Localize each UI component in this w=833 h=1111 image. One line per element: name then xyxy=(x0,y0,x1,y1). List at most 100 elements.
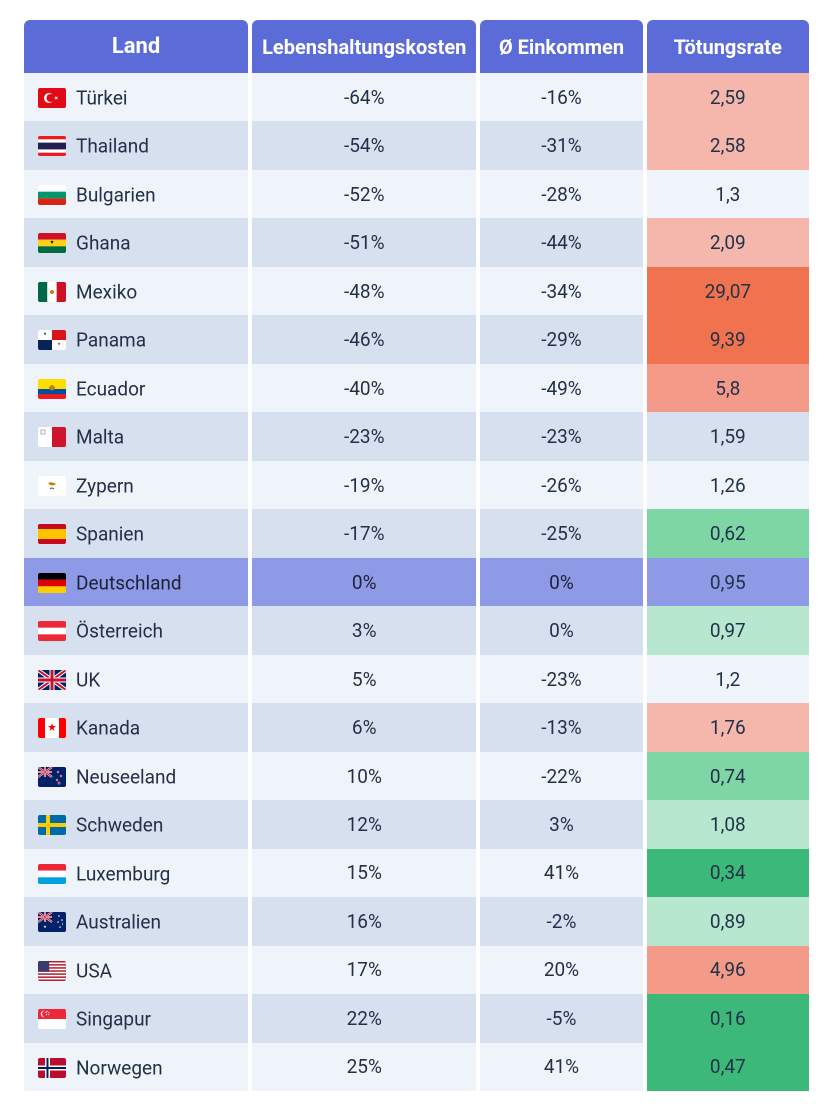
col-header-rate: Tötungsrate xyxy=(647,20,809,73)
cell-income: -16% xyxy=(480,73,642,121)
cell-cost: -64% xyxy=(252,73,476,121)
cell-cost: 25% xyxy=(252,1043,476,1091)
table-row: Luxemburg15%41%0,34 xyxy=(24,849,809,897)
cell-cost: -46% xyxy=(252,315,476,363)
cell-rate: 5,8 xyxy=(647,364,809,412)
cell-income: -13% xyxy=(480,703,642,751)
cell-rate: 4,96 xyxy=(647,946,809,994)
cell-country: Ghana xyxy=(24,218,248,266)
cell-income: -44% xyxy=(480,218,642,266)
cell-cost: 16% xyxy=(252,897,476,945)
cell-country: Bulgarien xyxy=(24,170,248,218)
cell-income: 0% xyxy=(480,558,642,606)
cell-income: -31% xyxy=(480,121,642,169)
cell-cost: 5% xyxy=(252,655,476,703)
cell-cost: 6% xyxy=(252,703,476,751)
cell-country: Luxemburg xyxy=(24,849,248,897)
country-label: Schweden xyxy=(76,814,163,837)
flag-icon xyxy=(38,476,66,496)
cell-country: Schweden xyxy=(24,800,248,848)
cell-rate: 0,34 xyxy=(647,849,809,897)
flag-icon xyxy=(38,961,66,981)
table-row: Panama-46%-29%9,39 xyxy=(24,315,809,363)
flag-icon xyxy=(38,427,66,447)
table-row: Australien16%-2%0,89 xyxy=(24,897,809,945)
cell-cost: 12% xyxy=(252,800,476,848)
country-label: Thailand xyxy=(76,135,149,158)
cell-income: 20% xyxy=(480,946,642,994)
cell-income: -5% xyxy=(480,994,642,1042)
country-label: Australien xyxy=(76,911,161,934)
table-row: Ecuador-40%-49%5,8 xyxy=(24,364,809,412)
cell-country: Deutschland xyxy=(24,558,248,606)
cell-country: Malta xyxy=(24,412,248,460)
table-row: Mexiko-48%-34%29,07 xyxy=(24,267,809,315)
cell-income: -2% xyxy=(480,897,642,945)
cell-country: Thailand xyxy=(24,121,248,169)
flag-icon xyxy=(38,912,66,932)
flag-icon xyxy=(38,1058,66,1078)
table-row: Österreich3%0%0,97 xyxy=(24,606,809,654)
cell-rate: 2,59 xyxy=(647,73,809,121)
cell-cost: -54% xyxy=(252,121,476,169)
table-row: UK5%-23%1,2 xyxy=(24,655,809,703)
cell-rate: 0,16 xyxy=(647,994,809,1042)
table-row: Zypern-19%-26%1,26 xyxy=(24,461,809,509)
flag-icon xyxy=(38,282,66,302)
cell-income: 41% xyxy=(480,1043,642,1091)
cell-rate: 9,39 xyxy=(647,315,809,363)
cell-income: -23% xyxy=(480,412,642,460)
cell-rate: 0,97 xyxy=(647,606,809,654)
cell-country: Türkei xyxy=(24,73,248,121)
country-label: USA xyxy=(76,959,112,982)
cell-cost: 3% xyxy=(252,606,476,654)
cell-income: -26% xyxy=(480,461,642,509)
cell-income: 3% xyxy=(480,800,642,848)
table-row: Ghana-51%-44%2,09 xyxy=(24,218,809,266)
cell-cost: -19% xyxy=(252,461,476,509)
cell-country: Österreich xyxy=(24,606,248,654)
cell-rate: 1,3 xyxy=(647,170,809,218)
cell-country: Ecuador xyxy=(24,364,248,412)
cell-income: 41% xyxy=(480,849,642,897)
cell-country: Norwegen xyxy=(24,1043,248,1091)
flag-icon xyxy=(38,136,66,156)
country-label: Luxemburg xyxy=(76,862,170,885)
country-label: Neuseeland xyxy=(76,765,176,788)
cell-cost: -52% xyxy=(252,170,476,218)
country-label: Kanada xyxy=(76,717,140,740)
flag-icon xyxy=(38,621,66,641)
country-label: Zypern xyxy=(76,474,134,497)
table-row: Schweden12%3%1,08 xyxy=(24,800,809,848)
flag-icon xyxy=(38,573,66,593)
cell-rate: 1,59 xyxy=(647,412,809,460)
table-row: Neuseeland10%-22%0,74 xyxy=(24,752,809,800)
cell-income: -34% xyxy=(480,267,642,315)
country-label: Mexiko xyxy=(76,280,137,303)
cell-rate: 0,74 xyxy=(647,752,809,800)
country-comparison-table: Land Lebenshaltungskosten Ø Einkommen Tö… xyxy=(20,20,813,1091)
flag-icon xyxy=(38,718,66,738)
cell-income: -29% xyxy=(480,315,642,363)
table-row: Singapur22%-5%0,16 xyxy=(24,994,809,1042)
cell-country: Kanada xyxy=(24,703,248,751)
country-label: Ecuador xyxy=(76,377,145,400)
country-label: Norwegen xyxy=(76,1056,163,1079)
cell-income: 0% xyxy=(480,606,642,654)
cell-country: Spanien xyxy=(24,509,248,557)
country-label: Spanien xyxy=(76,523,144,546)
cell-cost: 22% xyxy=(252,994,476,1042)
cell-rate: 2,58 xyxy=(647,121,809,169)
col-header-country: Land xyxy=(24,20,248,73)
cell-rate: 1,2 xyxy=(647,655,809,703)
country-label: Deutschland xyxy=(76,571,182,594)
country-label: UK xyxy=(76,668,100,691)
cell-country: Neuseeland xyxy=(24,752,248,800)
cell-country: Zypern xyxy=(24,461,248,509)
cell-rate: 0,47 xyxy=(647,1043,809,1091)
flag-icon xyxy=(38,864,66,884)
cell-rate: 1,76 xyxy=(647,703,809,751)
cell-cost: -51% xyxy=(252,218,476,266)
table-row: Spanien-17%-25%0,62 xyxy=(24,509,809,557)
cell-country: Singapur xyxy=(24,994,248,1042)
